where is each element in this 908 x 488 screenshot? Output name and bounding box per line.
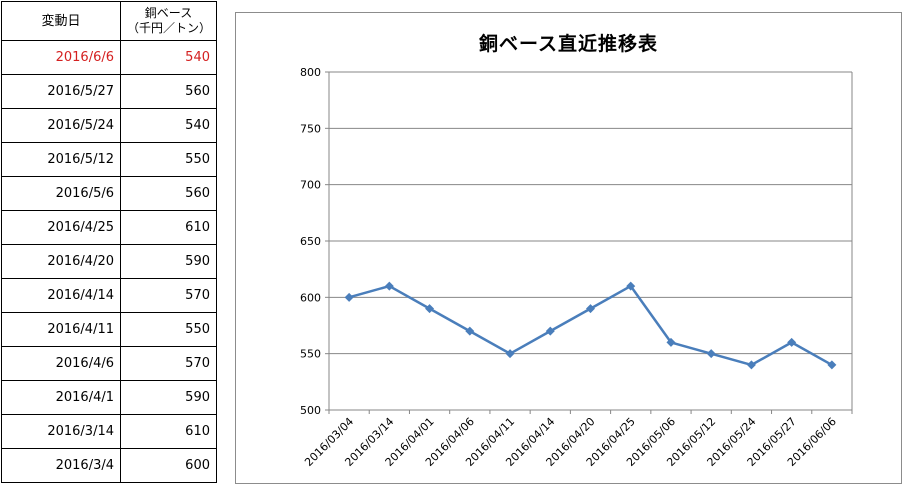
cell-date: 2016/5/27 [1,74,121,109]
cell-date: 2016/4/25 [1,210,121,245]
cell-price: 610 [120,210,217,245]
y-tick-label: 550 [300,348,321,361]
data-point [586,304,595,314]
y-tick-label: 600 [300,291,321,304]
cell-price: 560 [120,74,217,109]
cell-date: 2016/5/6 [1,176,121,211]
data-point [384,281,394,291]
cell-price: 590 [120,380,217,415]
data-point [746,360,756,370]
cell-date: 2016/5/24 [1,108,121,143]
price-table: 変動日 銅ベース （千円／トン） 2016/6/6 540 2016/5/27 560… [1,1,217,483]
series-line [348,284,833,367]
data-point [827,360,837,370]
table-row: 2016/4/20 590 [1,244,217,279]
table-row: 2016/4/25 610 [1,210,217,245]
cell-price: 570 [120,278,217,313]
data-point [787,337,797,347]
header-price: 銅ベース （千円／トン） [120,1,217,41]
data-point [666,337,676,347]
y-tick-label: 750 [300,122,321,135]
y-tick-label: 700 [300,179,321,192]
table-row: 2016/3/4 600 [1,448,217,483]
cell-date: 2016/5/12 [1,142,121,177]
y-tick-label: 500 [300,404,321,417]
cell-date: 2016/4/14 [1,278,121,313]
table-row: 2016/5/6 560 [1,176,217,211]
data-point [626,281,636,291]
table-row: 2016/6/6 540 [1,40,217,75]
cell-price: 560 [120,176,217,211]
table-row: 2016/4/14 570 [1,278,217,313]
data-point [706,349,716,359]
table-row: 2016/3/14 610 [1,414,217,449]
cell-price: 590 [120,244,217,279]
table-row: 2016/5/24 540 [1,108,217,143]
table-body: 2016/6/6 540 2016/5/27 560 2016/5/24 540 2016/… [1,40,217,483]
cell-price: 600 [120,448,217,483]
chart-title: 銅ベース直近推移表 [478,33,659,55]
header-price-line1: 銅ベース [144,6,193,20]
table-row: 2016/4/11 550 [1,312,217,347]
header-date: 変動日 [1,1,121,41]
cell-date: 2016/4/11 [1,312,121,347]
cell-date: 2016/6/6 [1,40,121,75]
cell-price: 570 [120,346,217,381]
table-row: 2016/5/12 550 [1,142,217,177]
cell-date: 2016/4/1 [1,380,121,415]
cell-date: 2016/3/14 [1,414,121,449]
chart-panel: 銅ベース直近推移表 500 550 600 650 700 750 800 2016/03/0… [235,12,902,484]
table-row: 2016/4/6 570 [1,346,217,381]
header-price-line2: （千円／トン） [127,21,212,35]
data-point [465,326,475,336]
cell-price: 610 [120,414,217,449]
y-tick-label: 800 [300,66,321,79]
data-point [505,349,515,359]
line-chart: 5005506006507007508002016/03/042016/03/1… [300,66,853,469]
data-point [545,326,555,336]
cell-date: 2016/3/4 [1,448,121,483]
table-row: 2016/5/27 560 [1,74,217,109]
data-point [425,304,435,314]
cell-date: 2016/4/20 [1,244,121,279]
cell-price: 540 [120,108,217,143]
cell-price: 550 [120,142,217,177]
table-header-row: 変動日 銅ベース （千円／トン） [1,1,217,41]
y-tick-label: 650 [300,235,321,248]
cell-price: 540 [120,40,217,75]
cell-date: 2016/4/6 [1,346,121,381]
table-row: 2016/4/1 590 [1,380,217,415]
data-point [344,292,354,302]
cell-price: 550 [120,312,217,347]
